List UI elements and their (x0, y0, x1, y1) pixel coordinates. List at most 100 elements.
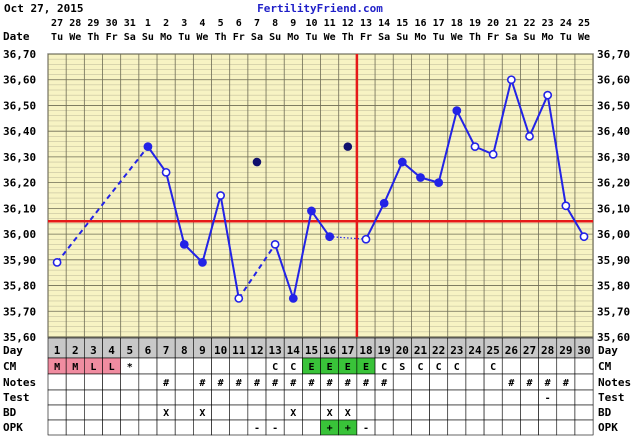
day-cell-text: 16 (323, 344, 337, 357)
notes-cell-text: # (563, 378, 569, 389)
cm-cell-text: C (436, 362, 442, 373)
cm-cell (538, 357, 558, 375)
date-label: 29 (87, 18, 99, 29)
opk-cell (47, 419, 67, 436)
y-tick-label-right: 36,00 (597, 228, 630, 241)
notes-cell-text: # (199, 378, 205, 389)
weekday-label: Tu (433, 32, 445, 43)
date-label: 8 (272, 18, 278, 29)
temperature-segment (546, 95, 567, 206)
notes-cell-text: # (236, 378, 242, 389)
notes-cell-text: # (381, 378, 387, 389)
weekday-label: Su (142, 32, 154, 43)
date-label: 14 (378, 18, 390, 29)
cm-cell (520, 357, 539, 375)
date-label: 2 (163, 18, 169, 29)
opk-cell (211, 419, 230, 436)
cm-cell (174, 357, 194, 375)
date-label: 16 (414, 18, 426, 29)
y-tick-label-left: 35,70 (3, 305, 36, 318)
y-tick-label-left: 36,00 (3, 228, 36, 241)
test-cell (574, 389, 594, 406)
cm-cell-text: L (90, 362, 96, 373)
bd-cell (411, 404, 430, 421)
test-row-label: Test (3, 391, 30, 404)
test-cell (156, 389, 176, 406)
date-row-label: Date (3, 30, 30, 43)
cm-cell-text: C (381, 362, 387, 373)
cm-cell-text: E (327, 362, 333, 373)
y-tick-label-right: 36,60 (597, 74, 630, 87)
date-label: 23 (542, 18, 554, 29)
test-cell (211, 389, 230, 406)
opk-row-label-right: OPK (598, 421, 618, 434)
bd-cell (520, 404, 539, 421)
test-cell (302, 389, 321, 406)
cm-cell-text: C (490, 362, 496, 373)
day-cell-text: 1 (54, 344, 61, 357)
notes-cell (574, 373, 594, 391)
day-row-label: Day (3, 344, 23, 357)
test-cell (338, 389, 358, 406)
day-cell-text: 11 (232, 344, 246, 357)
day-cell-text: 20 (396, 344, 409, 357)
test-cell (247, 389, 267, 406)
weekday-label: Mo (160, 32, 172, 43)
temperature-segment (274, 244, 295, 299)
bd-cell (447, 404, 467, 421)
opk-cell (483, 419, 503, 436)
notes-cell (102, 373, 121, 391)
y-tick-label-left: 35,60 (3, 331, 36, 344)
bd-cell-text: X (327, 408, 333, 419)
date-label: 3 (181, 18, 187, 29)
opk-cell-text: - (363, 423, 369, 434)
bd-cell-text: X (163, 408, 169, 419)
date-label: 18 (451, 18, 463, 29)
temperature-point (325, 232, 335, 242)
weekday-label: Sa (378, 32, 390, 43)
day-cell-text: 22 (432, 344, 445, 357)
cm-cell-text: S (399, 362, 405, 373)
opk-cell (65, 419, 85, 436)
notes-row-label-right: Notes (598, 376, 631, 389)
test-cell (447, 389, 467, 406)
y-tick-label-left: 35,90 (3, 254, 36, 267)
notes-cell (465, 373, 485, 391)
temperature-segment (219, 195, 240, 299)
notes-cell-text: # (327, 378, 333, 389)
test-row-label-right: Test (598, 391, 625, 404)
temperature-point (543, 90, 553, 100)
opk-cell (501, 419, 521, 436)
temperature-point (416, 173, 425, 182)
weekday-label: Th (87, 32, 99, 43)
bd-cell (574, 404, 594, 421)
temperature-point (198, 257, 207, 267)
day-cell-text: 26 (505, 344, 519, 357)
weekday-label: Th (215, 32, 227, 43)
day-cell-text: 30 (577, 344, 590, 357)
temperature-segment (437, 110, 458, 183)
day-cell-text: 15 (305, 344, 318, 357)
y-tick-label-right: 35,80 (597, 280, 630, 293)
bd-cell (356, 404, 376, 421)
weekday-label: Fr (233, 32, 245, 43)
excluded-temperature-point (343, 142, 353, 151)
y-tick-label-right: 36,20 (597, 177, 630, 190)
date-label: 31 (124, 18, 136, 29)
day-cell-text: 12 (250, 344, 263, 357)
opk-cell-text: - (272, 423, 278, 434)
date-label: 28 (69, 18, 81, 29)
date-label: 9 (290, 18, 296, 29)
cm-cell-text: L (109, 362, 115, 373)
notes-cell (447, 373, 467, 391)
cm-cell-text: M (72, 362, 78, 373)
notes-cell-text: # (163, 378, 169, 389)
temperature-segment (165, 172, 186, 245)
temperature-point (161, 167, 171, 177)
notes-cell-text: # (508, 378, 514, 389)
weekday-label: Th (342, 32, 354, 43)
day-cell-text: 7 (163, 344, 170, 357)
excluded-temperature-point (252, 157, 262, 167)
y-tick-label-left: 36,50 (3, 99, 36, 112)
